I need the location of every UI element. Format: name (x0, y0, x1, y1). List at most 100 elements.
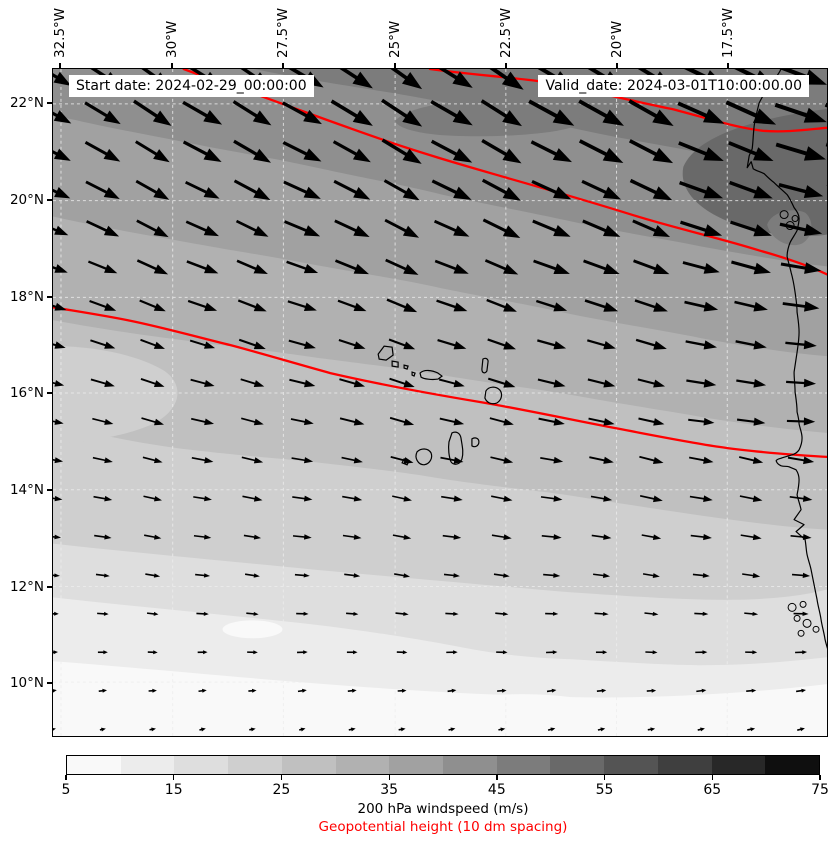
wind-arrow (490, 456, 514, 464)
wind-arrow (392, 534, 412, 540)
wind-arrow (240, 417, 264, 426)
wind-arrow (244, 573, 260, 578)
wind-arrow (398, 727, 406, 732)
coastline (746, 69, 827, 649)
wind-arrow (140, 378, 165, 388)
wind-arrow (299, 727, 306, 732)
colorbar-segment (657, 756, 712, 774)
wind-arrow (297, 650, 308, 655)
wind-arrow (53, 69, 72, 86)
wind-arrow (538, 417, 565, 426)
top-axis-tick (59, 63, 61, 68)
wind-arrow (53, 418, 64, 425)
wind-arrow (528, 99, 575, 126)
wind-arrow (746, 688, 757, 693)
wind-arrow (85, 180, 120, 200)
wind-arrow (381, 138, 422, 164)
wind-arrow (441, 495, 463, 502)
colorbar-segment (389, 756, 444, 774)
wind-arrow (686, 378, 717, 388)
wind-arrow (141, 417, 164, 426)
colorbar: 5 15 25 35 45 55 65 75 200 hPa windspeed (m/s) … (62, 755, 829, 839)
wind-arrow (590, 495, 613, 502)
wind-arrow (333, 179, 371, 200)
wind-arrow (685, 340, 717, 350)
colorbar-segment (496, 756, 551, 774)
colorbar-segment (281, 756, 336, 774)
wind-arrow (791, 572, 811, 579)
wind-arrow (478, 69, 524, 90)
wind-arrow (443, 573, 460, 578)
wind-arrow (778, 183, 824, 198)
wind-arrow (93, 495, 113, 502)
colorbar-segment (174, 756, 229, 774)
wind-arrow (689, 495, 713, 502)
wind-arrow (775, 142, 826, 161)
wind-arrow (53, 457, 64, 464)
wind-arrow (144, 534, 162, 540)
left-axis-tick (47, 489, 52, 491)
map-canvas (53, 69, 827, 736)
wind-arrow (390, 456, 414, 464)
wind-arrow (697, 727, 705, 732)
wind-arrow (774, 102, 827, 123)
wind-arrow (388, 338, 416, 350)
wind-arrow (84, 140, 121, 162)
wind-arrow (546, 650, 558, 655)
wind-arrow (348, 727, 356, 732)
wind-arrow (187, 299, 218, 312)
wind-arrow (90, 339, 116, 349)
wind-arrow (185, 180, 220, 199)
colorbar-tick-label: 25 (272, 782, 291, 798)
wind-arrow (344, 573, 361, 578)
wind-arrow (98, 688, 107, 693)
wind-arrow (646, 688, 657, 693)
wind-arrow (385, 258, 419, 275)
wind-arrow (448, 727, 456, 732)
wind-arrow (248, 688, 257, 693)
left-axis-label: 14°N (9, 482, 44, 498)
colorbar-tick (65, 775, 67, 780)
colorbar-tick (819, 775, 821, 780)
wind-arrow (238, 338, 266, 350)
wind-arrow (596, 688, 607, 693)
wind-arrow (247, 650, 258, 655)
wind-arrow (543, 572, 561, 578)
wind-arrow (53, 221, 69, 236)
wind-arrow (682, 261, 720, 274)
wind-arrow (785, 340, 817, 350)
wind-arrow (540, 456, 564, 464)
wind-arrow (480, 99, 523, 127)
wind-arrow (288, 339, 316, 350)
colorbar-tick-label: 75 (811, 782, 829, 798)
wind-arrow (337, 299, 367, 312)
wind-arrow (578, 139, 624, 164)
wind-arrow (347, 688, 357, 693)
wind-arrow (92, 417, 114, 425)
top-axis-tick (171, 63, 173, 68)
wind-arrow (641, 534, 662, 540)
top-axis-label: 17.5°W (720, 7, 736, 58)
wind-arrow (136, 259, 169, 275)
left-axis-tick (47, 682, 52, 684)
wind-arrow (182, 100, 223, 125)
wind-arrow (394, 573, 410, 578)
wind-arrow (232, 100, 272, 126)
wind-arrow (53, 339, 66, 349)
wind-arrow (690, 533, 712, 541)
wind-arrow (537, 339, 567, 350)
wind-arrow (642, 573, 660, 578)
contour-legend-label: Geopotential height (10 dm spacing) (318, 819, 568, 835)
wind-arrow (436, 299, 468, 312)
wind-arrow (193, 495, 212, 502)
wind-arrow (644, 611, 659, 616)
wind-arrow (249, 727, 256, 732)
wind-arrow (736, 417, 766, 426)
wind-arrow (395, 611, 409, 616)
coastal-islets (779, 210, 820, 637)
wind-arrow (790, 533, 812, 541)
colorbar-tick-label: 5 (61, 782, 71, 798)
wind-arrow (283, 180, 321, 199)
colorbar-tick-label: 45 (487, 782, 506, 798)
wind-arrow (582, 219, 621, 237)
